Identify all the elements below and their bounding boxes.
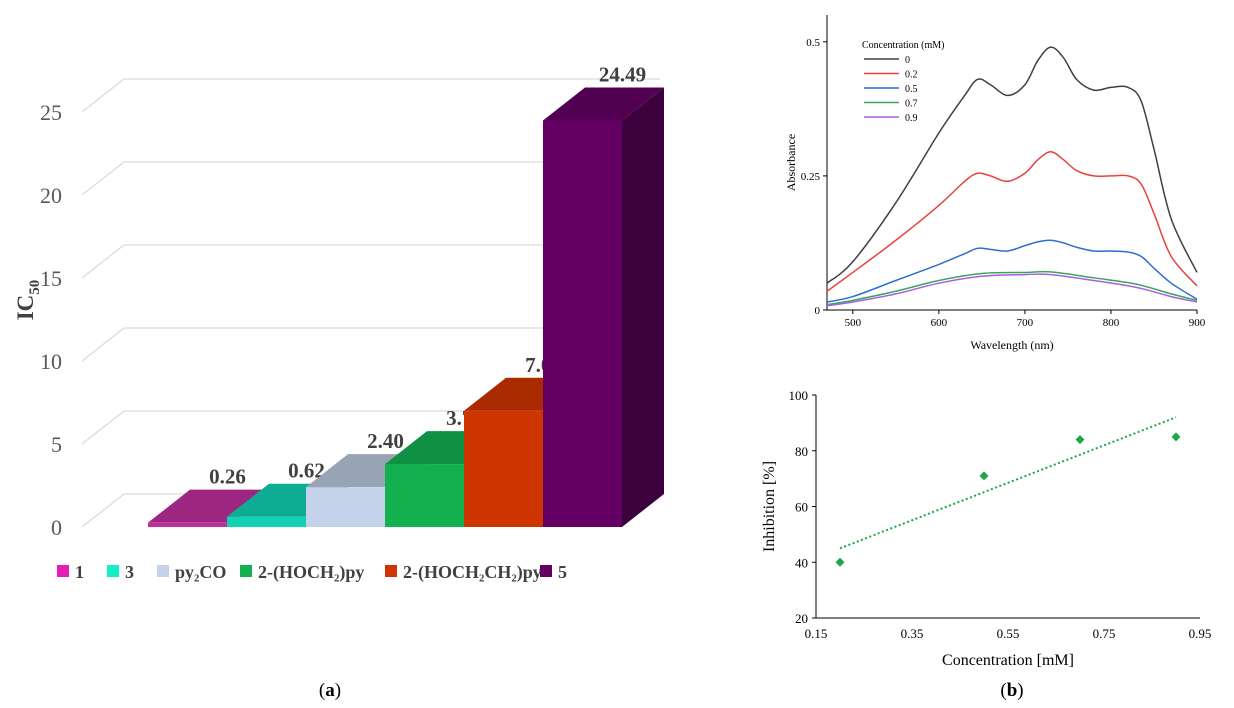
bar-5: 24.49 — [543, 62, 664, 527]
legend-swatch — [540, 565, 552, 577]
legend-label: 2-(HOCH₂CH₂)py — [403, 562, 542, 583]
legend-swatch — [385, 565, 397, 577]
y-tick-label: 20 — [40, 183, 62, 208]
bar-front — [385, 464, 464, 527]
grid-line-diag — [81, 244, 125, 279]
legend: 1 3 py₂CO 2-(HOCH₂)py 2-(HOCH₂CH₂)py 5 — [57, 562, 567, 583]
grid-line-diag — [81, 493, 125, 528]
data-point — [1171, 432, 1181, 442]
x-tick-label: 600 — [931, 317, 948, 329]
y-tick-label: 25 — [40, 100, 62, 125]
bar-top — [543, 87, 664, 121]
y-tick-label: 15 — [40, 266, 62, 291]
legend-label: 0.2 — [905, 70, 918, 81]
grid-line-diag — [81, 327, 125, 362]
y-tick-label: 0.5 — [806, 37, 820, 49]
y-tick-label: 0 — [815, 305, 821, 317]
bar-value-label: 2.40 — [367, 429, 404, 453]
series-line-0.7 — [826, 270, 1198, 306]
legend-item-py₂CO: py₂CO — [157, 562, 226, 582]
legend-swatch — [57, 565, 69, 577]
bar-value-label: 24.49 — [599, 62, 646, 86]
legend-swatch — [107, 565, 119, 577]
grid-line-diag — [81, 161, 125, 196]
data-point — [835, 557, 845, 567]
y-tick-label: 0 — [51, 515, 62, 540]
legend-label: 0.5 — [905, 84, 918, 95]
legend-item-5: 5 — [540, 562, 567, 582]
series-line-0.5 — [826, 239, 1198, 303]
x-axis-label: Concentration [mM] — [942, 652, 1074, 669]
y-axis-label: Inhibition [%] — [761, 461, 778, 552]
x-tick-label: 500 — [845, 317, 862, 329]
legend-title: Concentration (mM) — [862, 40, 944, 51]
y-tick-label: 10 — [40, 349, 62, 374]
bar-value-label: 0.26 — [209, 465, 246, 489]
bar-top — [148, 489, 269, 523]
grid-line-diag — [81, 410, 125, 445]
y-tick-label: 80 — [795, 444, 808, 459]
y-tick-label: 0.25 — [801, 171, 821, 183]
y-tick-label: 20 — [795, 611, 808, 626]
x-tick-label: 900 — [1189, 317, 1206, 329]
trendline — [839, 416, 1177, 550]
legend-label: 2-(HOCH₂)py — [258, 562, 364, 583]
data-point — [979, 471, 989, 481]
legend-item-2-(HOCH₂CH₂)py: 2-(HOCH₂CH₂)py — [385, 562, 542, 583]
legend-item-3: 3 — [107, 562, 134, 582]
legend-label: 5 — [558, 562, 567, 582]
y-axis-label: Absorbance — [784, 134, 798, 191]
x-tick-label: 800 — [1103, 317, 1120, 329]
legend-label: 0.9 — [905, 113, 918, 124]
legend-label: 0 — [905, 55, 910, 66]
legend-label: py₂CO — [175, 562, 226, 582]
bar-front — [306, 487, 385, 527]
bar-front — [464, 410, 543, 527]
y-tick-label: 40 — [795, 555, 808, 570]
chart-b-inhibition: 0.15 0.35 0.55 0.75 0.95 20 40 60 80 100 Concentra… — [761, 388, 1212, 669]
series-line-0 — [826, 46, 1198, 284]
y-tick-label: 60 — [795, 500, 808, 515]
bar-side — [622, 87, 664, 527]
bar-front — [543, 120, 622, 527]
x-tick-label: 0.75 — [1093, 626, 1116, 641]
legend-item-2-(HOCH₂)py: 2-(HOCH₂)py — [240, 562, 364, 583]
x-tick-label: 0.55 — [997, 626, 1020, 641]
x-axis-label: Wavelength (nm) — [970, 338, 1053, 352]
x-tick-label: 0.15 — [805, 626, 828, 641]
x-tick-label: 0.35 — [901, 626, 924, 641]
legend-label: 1 — [75, 562, 84, 582]
chart-b-absorbance: 500 600 700 800 900 0 0.25 0.5 Wavelength (nm) Ab… — [784, 15, 1206, 352]
y-tick-label: 5 — [51, 432, 62, 457]
series-line-0.9 — [826, 273, 1198, 307]
panel-label-a: (a) — [318, 680, 342, 701]
y-tick-label: 100 — [789, 388, 809, 403]
x-tick-label: 0.95 — [1189, 626, 1212, 641]
grid-line-diag — [81, 78, 125, 113]
bar-front — [227, 516, 306, 527]
legend-item-1: 1 — [57, 562, 84, 582]
chart-a: 0510152025IC500.260.622.403.797.0024.491… — [13, 62, 664, 583]
series-line-0.2 — [826, 151, 1198, 292]
x-tick-label: 700 — [1017, 317, 1034, 329]
legend-swatch — [240, 565, 252, 577]
legend: Concentration (mM) 0 0.2 0.5 0.7 0.9 — [862, 40, 944, 124]
y-axis-label: IC50 — [13, 280, 43, 321]
legend-label: 0.7 — [905, 99, 918, 110]
legend-label: 3 — [125, 562, 134, 582]
panel-label-b: (b) — [1000, 680, 1024, 701]
data-point — [1075, 435, 1085, 445]
legend-swatch — [157, 565, 169, 577]
bar-front — [148, 522, 227, 527]
